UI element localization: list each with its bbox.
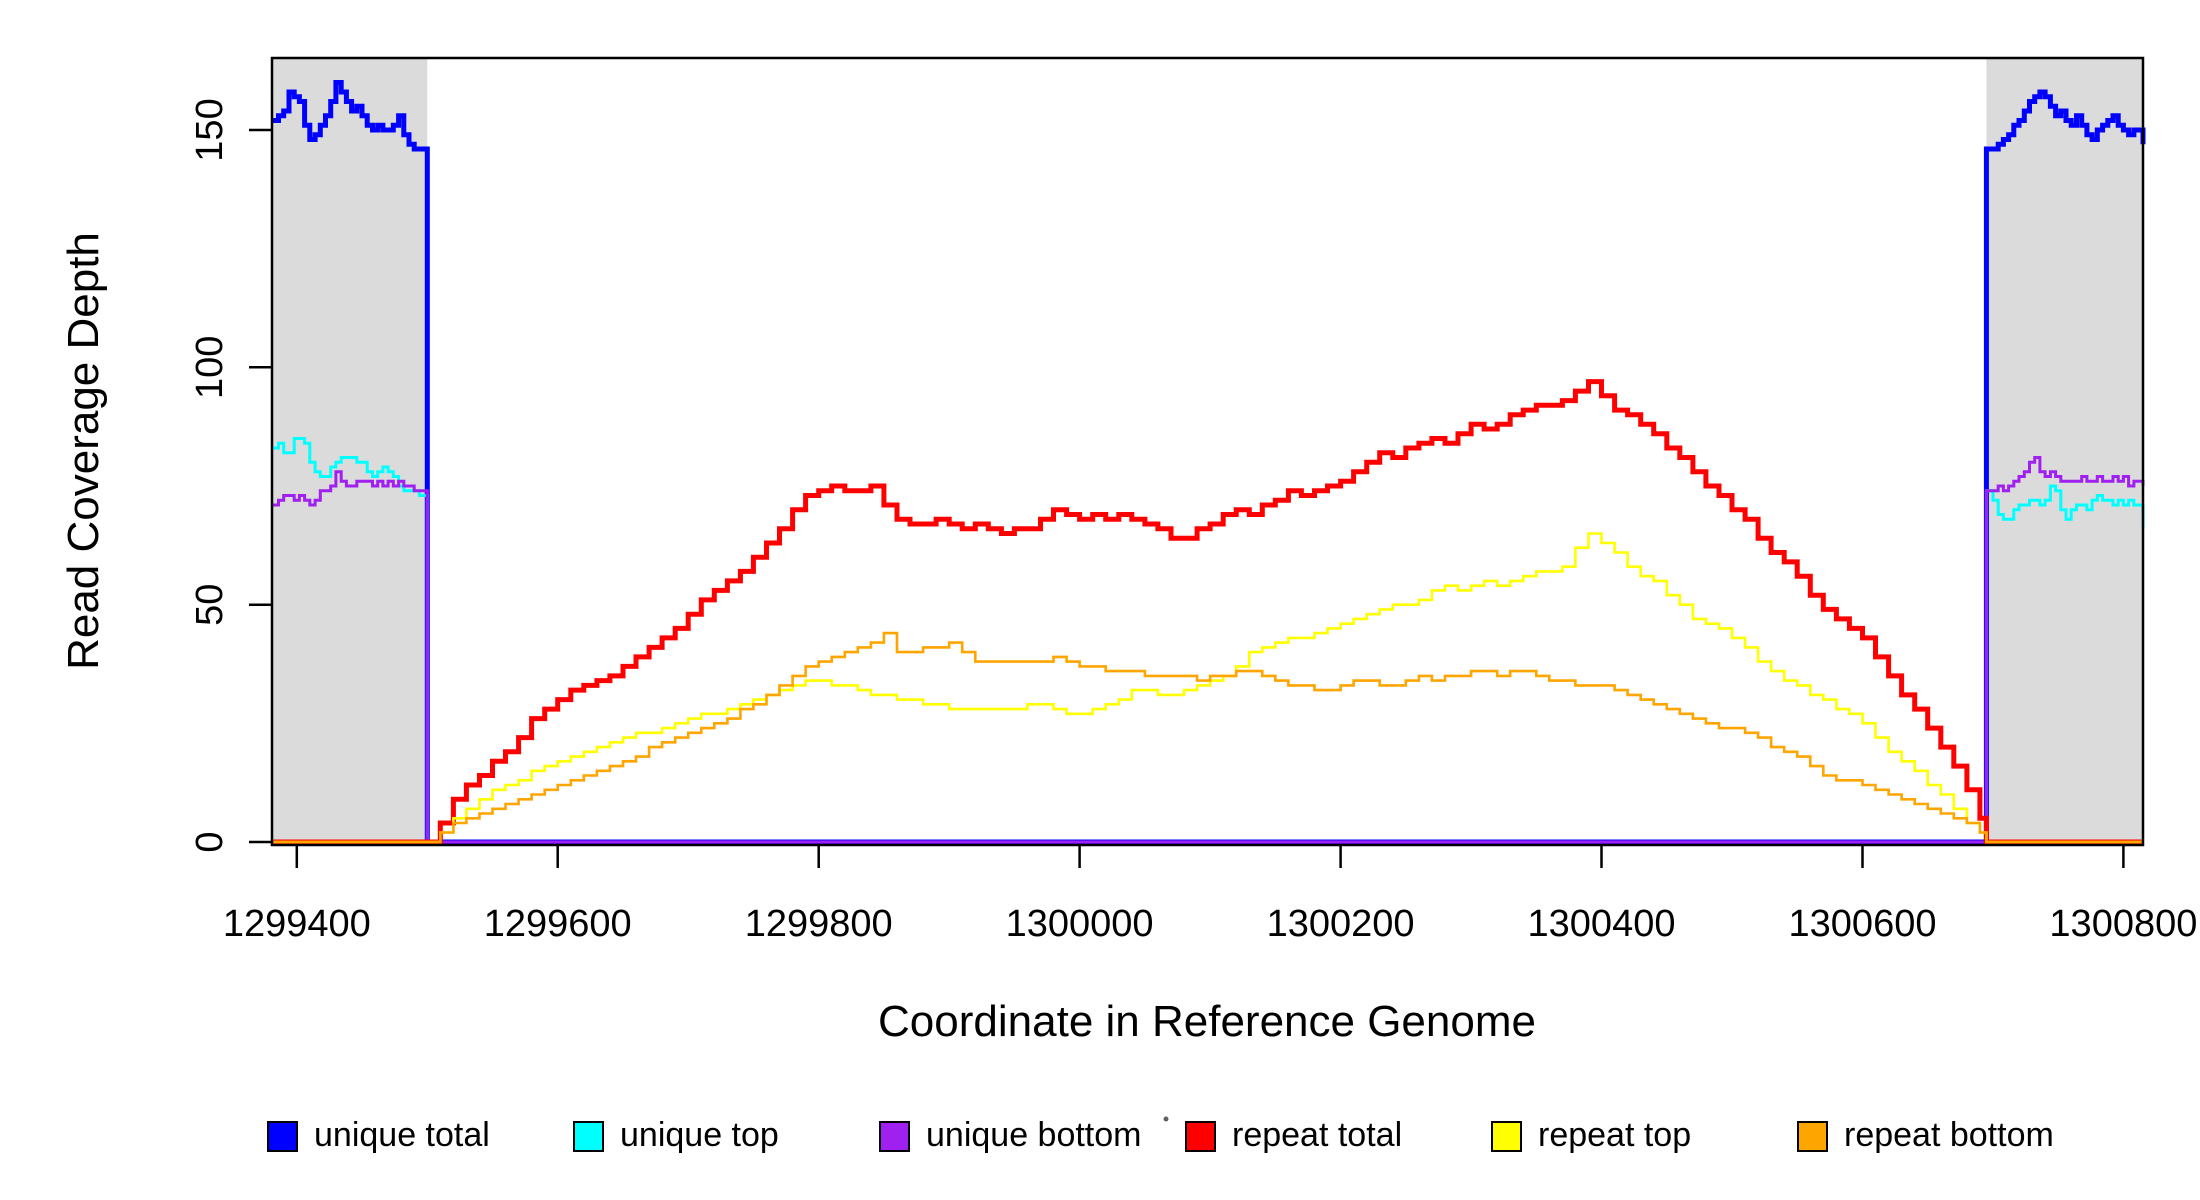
x-tick-label: 1300000 <box>1006 903 1154 945</box>
legend-swatch-unique-top <box>573 1121 604 1152</box>
x-tick-label: 1300800 <box>2049 903 2197 945</box>
legend: unique total unique top unique bottom repea… <box>267 1116 2054 1154</box>
legend-label-repeat-total: repeat total <box>1232 1116 1402 1154</box>
legend-label-unique-total: unique total <box>314 1116 490 1154</box>
y-axis: 0 50 100 150 <box>189 98 272 853</box>
y-axis-title: Read Coverage Depth <box>59 232 108 670</box>
legend-label-repeat-top: repeat top <box>1538 1116 1691 1154</box>
series-line-repeat-total <box>272 379 2143 845</box>
y-tick-label: 150 <box>189 98 231 161</box>
x-axis: 1299400 1299600 1299800 1300000 1300200 13004… <box>223 845 2197 945</box>
y-tick-label: 100 <box>189 336 231 399</box>
legend-swatch-repeat-top <box>1491 1121 1522 1152</box>
flank-region-left <box>272 59 428 844</box>
series-line-unique-total <box>272 80 2146 845</box>
series-line-repeat-top <box>272 532 2143 844</box>
y-tick-label: 0 <box>189 831 231 852</box>
legend-swatch-unique-total <box>267 1121 298 1152</box>
series-lines <box>272 80 2146 845</box>
legend-label-unique-bottom: unique bottom <box>926 1116 1142 1154</box>
series-line-repeat-bottom <box>272 631 2143 844</box>
legend-label-unique-top: unique top <box>620 1116 779 1154</box>
x-axis-title: Coordinate in Reference Genome <box>878 997 1536 1046</box>
y-tick-label: 50 <box>189 584 231 626</box>
x-tick-label: 1299600 <box>484 903 632 945</box>
legend-label-repeat-bottom: repeat bottom <box>1844 1116 2054 1154</box>
plot-border-box <box>270 56 2145 847</box>
flank-region-right <box>1986 59 2143 844</box>
x-tick-label: 1300200 <box>1267 903 1415 945</box>
x-tick-label: 1299400 <box>223 903 371 945</box>
stray-dot-artifact <box>1163 1116 1169 1122</box>
x-tick-label: 1300400 <box>1528 903 1676 945</box>
x-tick-label: 1299800 <box>745 903 893 945</box>
legend-swatch-unique-bottom <box>879 1121 910 1152</box>
legend-swatch-repeat-total <box>1185 1121 1216 1152</box>
shaded-flank-regions <box>272 59 2143 844</box>
x-tick-label: 1300600 <box>1789 903 1937 945</box>
legend-swatch-repeat-bottom <box>1797 1121 1828 1152</box>
